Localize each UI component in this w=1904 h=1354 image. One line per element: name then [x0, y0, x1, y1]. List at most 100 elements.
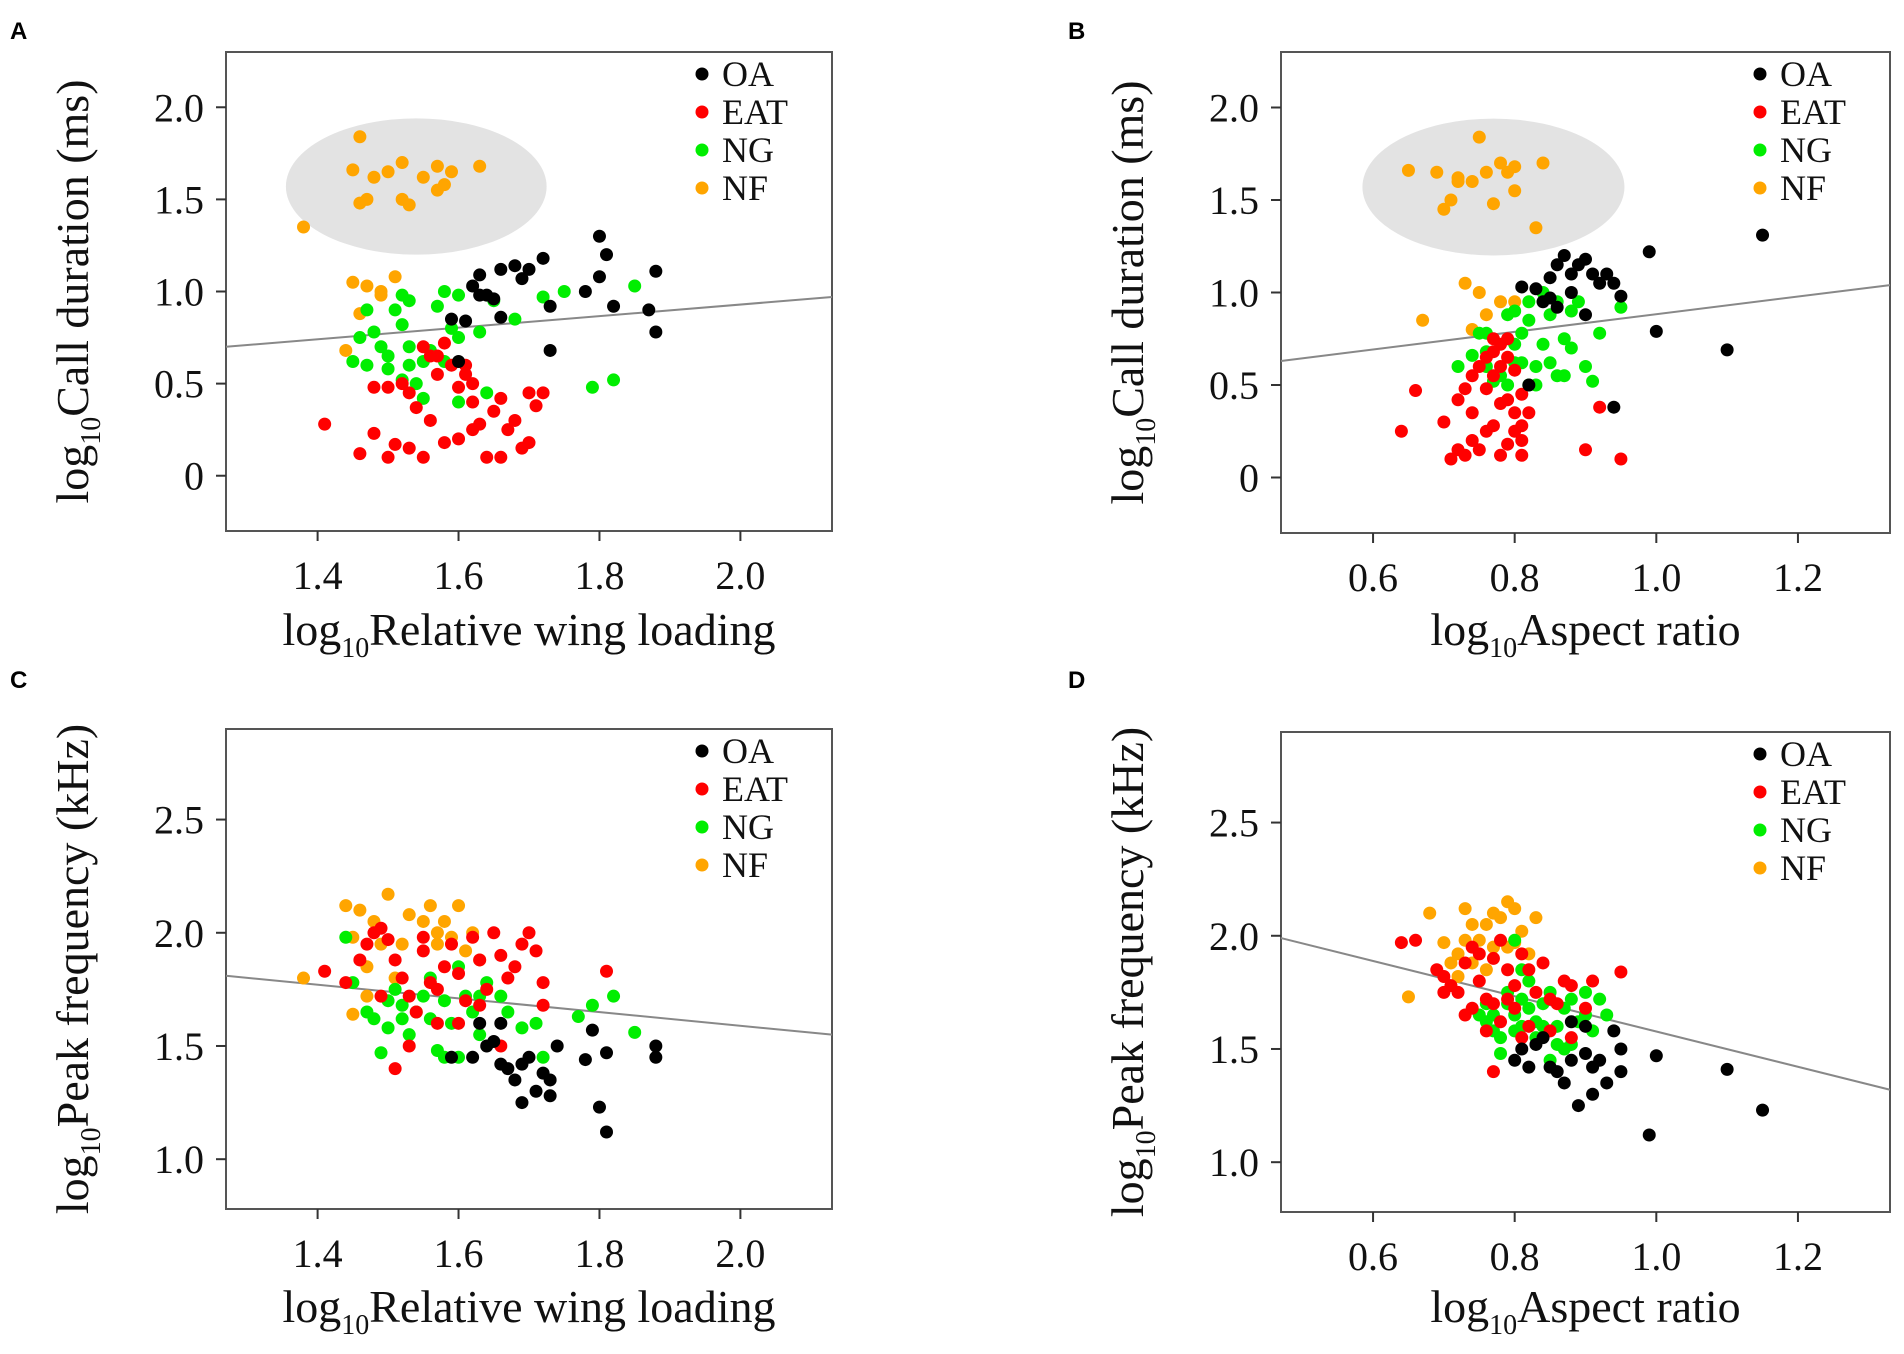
point-eat: [452, 1016, 466, 1030]
point-nf: [1451, 947, 1465, 961]
y-tick-label: 2.5: [1209, 801, 1259, 846]
point-ng: [557, 285, 571, 298]
point-ng: [360, 358, 374, 372]
point-oa: [494, 262, 508, 276]
point-eat: [416, 340, 430, 354]
point-ng: [1571, 295, 1585, 309]
point-eat: [487, 404, 501, 418]
point-nf: [360, 279, 374, 293]
point-oa: [1649, 1049, 1663, 1063]
point-oa: [1522, 378, 1536, 392]
point-eat: [1472, 947, 1486, 961]
x-tick-label: 0.6: [1348, 555, 1398, 600]
point-eat: [452, 967, 466, 981]
point-nf: [430, 937, 444, 951]
point-nf: [1444, 193, 1458, 207]
x-tick-label: 1.0: [1631, 555, 1681, 600]
point-ng: [395, 1012, 409, 1026]
legend-label-oa: OA: [1780, 54, 1832, 94]
point-eat: [452, 432, 466, 446]
point-eat: [1437, 970, 1451, 984]
point-oa: [1508, 1053, 1522, 1067]
point-eat: [395, 377, 409, 391]
point-eat: [1515, 947, 1529, 961]
point-nf: [1479, 308, 1493, 322]
x-tick-label: 2.0: [715, 553, 765, 598]
legend-marker-eat: [695, 105, 709, 119]
point-oa: [585, 1023, 599, 1037]
point-eat: [416, 930, 430, 944]
point-ng: [1557, 332, 1571, 346]
point-oa: [1515, 280, 1529, 294]
point-ng: [452, 288, 466, 302]
point-nf: [1416, 313, 1430, 327]
x-tick-label: 1.6: [434, 553, 484, 598]
point-nf: [459, 944, 473, 958]
legend-marker-oa: [695, 67, 709, 81]
x-axis-title-c: log10Relative wing loading: [282, 1281, 775, 1341]
point-eat: [1494, 360, 1508, 373]
y-axis-title-c: log10Peak frequency (kHz): [47, 724, 107, 1214]
point-ng: [571, 1010, 585, 1024]
legend-label-nf: NF: [1780, 168, 1826, 208]
point-ng: [1494, 1031, 1508, 1045]
point-nf: [1423, 906, 1437, 920]
point-oa: [607, 299, 621, 313]
point-nf: [353, 130, 367, 144]
legend-marker-eat: [695, 782, 709, 796]
point-nf: [1515, 924, 1529, 938]
point-eat: [1508, 363, 1522, 377]
point-nf: [353, 903, 367, 917]
point-eat: [318, 417, 332, 431]
point-oa: [1550, 300, 1564, 314]
legend-marker-eat: [1753, 785, 1767, 799]
point-oa: [487, 292, 501, 306]
legend-marker-oa: [1753, 67, 1767, 81]
legend-label-eat: EAT: [722, 769, 788, 809]
point-nf: [1401, 163, 1415, 177]
legend-marker-ng: [695, 143, 709, 157]
point-nf: [1401, 990, 1415, 1004]
point-nf: [360, 989, 374, 1003]
x-tick-label: 0.6: [1348, 1234, 1398, 1279]
y-axis-title-d: log10Peak frequency (kHz): [1102, 727, 1162, 1217]
point-eat: [444, 937, 458, 951]
point-eat: [508, 960, 522, 974]
point-nf: [1437, 202, 1451, 216]
point-oa: [487, 1034, 501, 1048]
point-eat: [522, 386, 536, 400]
point-oa: [543, 343, 557, 357]
y-tick-label: 1.5: [1209, 178, 1259, 223]
point-eat: [381, 380, 395, 394]
x-tick-label: 1.2: [1773, 1234, 1823, 1279]
point-oa: [444, 312, 458, 326]
point-ng: [473, 325, 487, 339]
point-oa: [600, 1046, 614, 1060]
point-ng: [402, 1028, 416, 1042]
point-oa: [459, 314, 473, 328]
point-eat: [1501, 437, 1515, 451]
point-ng: [536, 290, 550, 304]
point-eat: [1394, 936, 1408, 950]
point-ng: [1536, 337, 1550, 351]
point-ng: [346, 355, 360, 369]
point-oa: [501, 1062, 515, 1076]
legend-marker-eat: [1753, 105, 1767, 119]
point-eat: [1486, 1065, 1500, 1079]
point-ng: [515, 1021, 529, 1035]
point-eat: [1515, 1031, 1529, 1045]
point-eat: [1472, 360, 1486, 373]
point-oa: [515, 1096, 529, 1110]
point-nf: [1444, 956, 1458, 970]
x-tick-label: 1.4: [293, 1231, 343, 1276]
point-eat: [473, 998, 487, 1012]
legend-label-ng: NG: [1780, 130, 1832, 170]
point-nf: [395, 156, 409, 170]
point-eat: [416, 450, 430, 464]
point-ng: [494, 989, 508, 1003]
y-tick-label: 2.0: [1209, 914, 1259, 959]
point-eat: [1451, 393, 1465, 407]
x-tick-label: 1.8: [574, 553, 624, 598]
